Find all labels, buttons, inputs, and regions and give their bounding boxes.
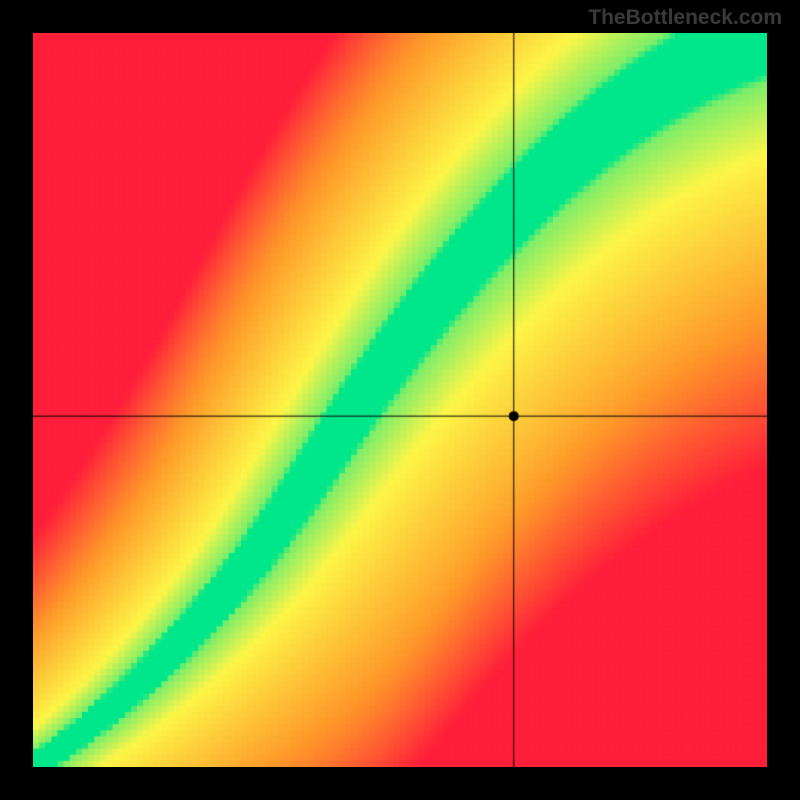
bottleneck-heatmap: [33, 33, 767, 767]
chart-container: { "attribution": "TheBottleneck.com", "c…: [0, 0, 800, 800]
attribution-label: TheBottleneck.com: [588, 6, 782, 30]
